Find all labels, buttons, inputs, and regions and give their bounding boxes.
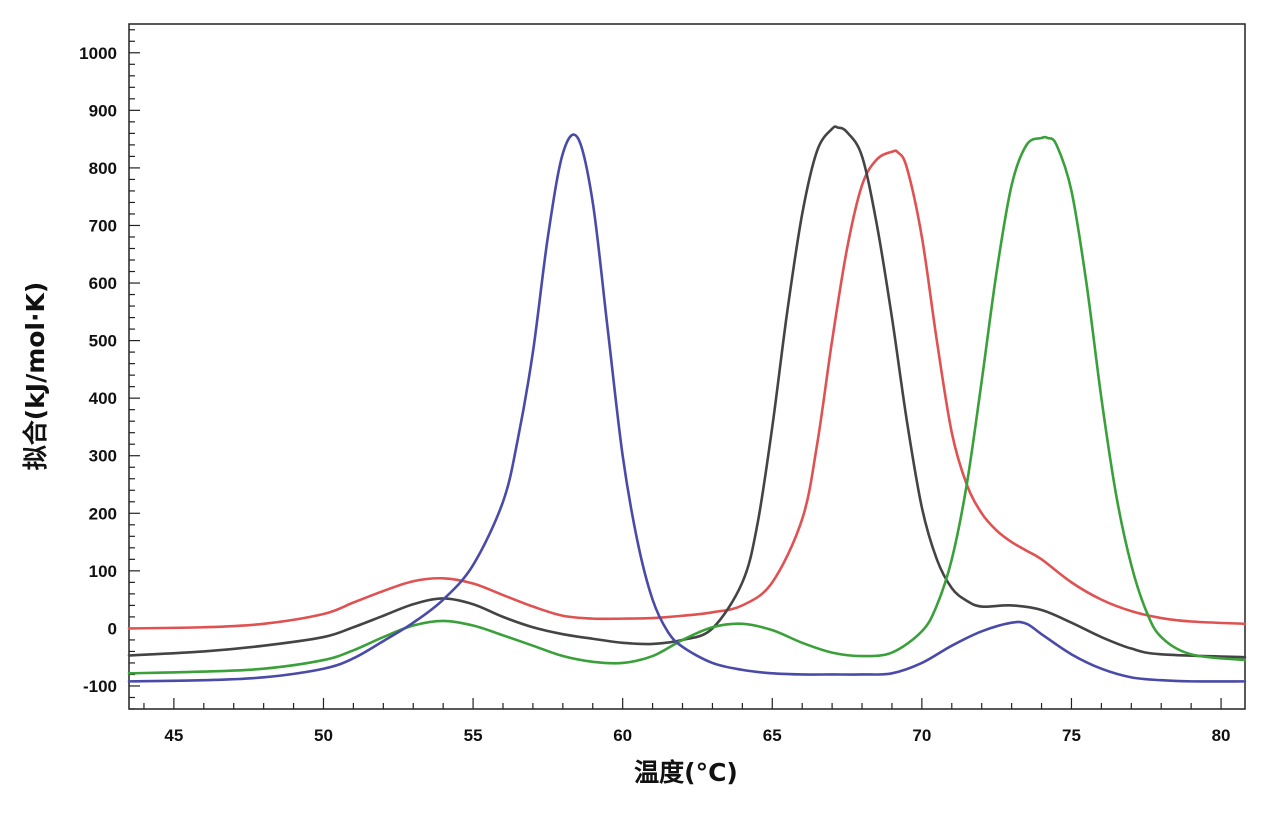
y-axis-title: 拟合(kJ/mol·K) <box>21 282 50 471</box>
x-tick-label: 80 <box>1212 726 1231 745</box>
plot-area <box>128 23 1246 710</box>
y-tick-label: 100 <box>89 562 117 581</box>
y-tick-label: 800 <box>89 159 117 178</box>
x-tick-label: 75 <box>1062 726 1081 745</box>
y-tick-label: 400 <box>89 389 117 408</box>
y-tick-label: 300 <box>89 447 117 466</box>
y-tick-label: 1000 <box>79 44 117 63</box>
x-tick-label: 45 <box>164 726 183 745</box>
y-tick-label: 500 <box>89 332 117 351</box>
axis-ticks <box>129 29 1222 710</box>
series-line-4 <box>127 133 1247 683</box>
x-tick-label: 55 <box>464 726 483 745</box>
series-layer <box>127 125 1247 683</box>
x-tick-label: 65 <box>763 726 782 745</box>
y-tick-label: 0 <box>108 619 117 638</box>
x-tick-label: 70 <box>912 726 931 745</box>
y-tick-label: 900 <box>89 101 117 120</box>
series-line-3 <box>127 135 1247 675</box>
x-axis-title: 温度(°C) <box>634 758 738 787</box>
x-tick-label: 60 <box>613 726 632 745</box>
y-tick-label: 700 <box>89 216 117 235</box>
y-tick-label: 200 <box>89 504 117 523</box>
y-tick-label: 600 <box>89 274 117 293</box>
tick-labels: 45 50 55 60 65 70 75 80 -100 0 100 200 300 400 500 600 7… <box>79 44 1230 745</box>
x-tick-label: 50 <box>314 726 333 745</box>
series-line-1 <box>127 149 1247 630</box>
y-tick-label: -100 <box>83 677 117 696</box>
